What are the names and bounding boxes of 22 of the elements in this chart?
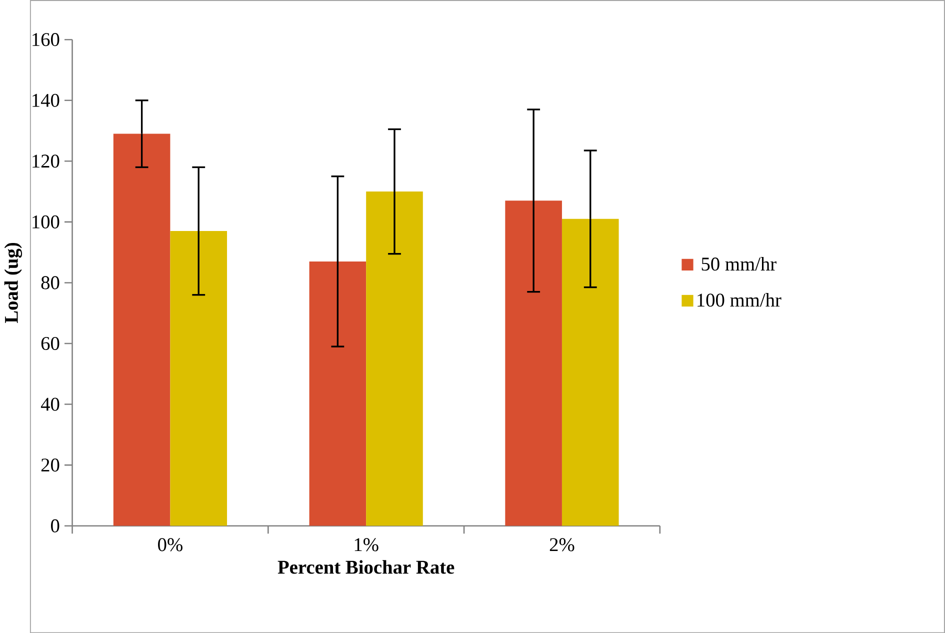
y-tick-label: 140 <box>32 94 60 107</box>
y-tick-label: 80 <box>41 276 60 290</box>
x-tick-label: 1% <box>354 538 378 552</box>
y-tick-label: 60 <box>41 336 60 350</box>
y-axis-title: Load (ug) <box>4 242 22 323</box>
legend-label: 100 mm/hr <box>698 292 782 307</box>
x-tick-label: 2% <box>550 538 574 552</box>
y-tick-label: 40 <box>40 398 60 411</box>
bar <box>113 134 170 526</box>
bar <box>309 261 366 526</box>
x-axis-title: Percent Biochar Rate <box>278 560 454 574</box>
y-tick-label: 100 <box>32 215 60 228</box>
x-tick-label: 0% <box>158 538 182 552</box>
bar <box>562 218 619 526</box>
y-tick-label: 20 <box>41 458 60 472</box>
bar <box>505 200 562 526</box>
bar <box>170 230 228 526</box>
y-tick-label: 160 <box>32 32 60 46</box>
y-tick-label: 120 <box>32 154 60 168</box>
legend-label: 50 mm/hr <box>702 256 776 271</box>
y-tick-label: 0 <box>50 519 60 532</box>
bar <box>366 191 423 526</box>
